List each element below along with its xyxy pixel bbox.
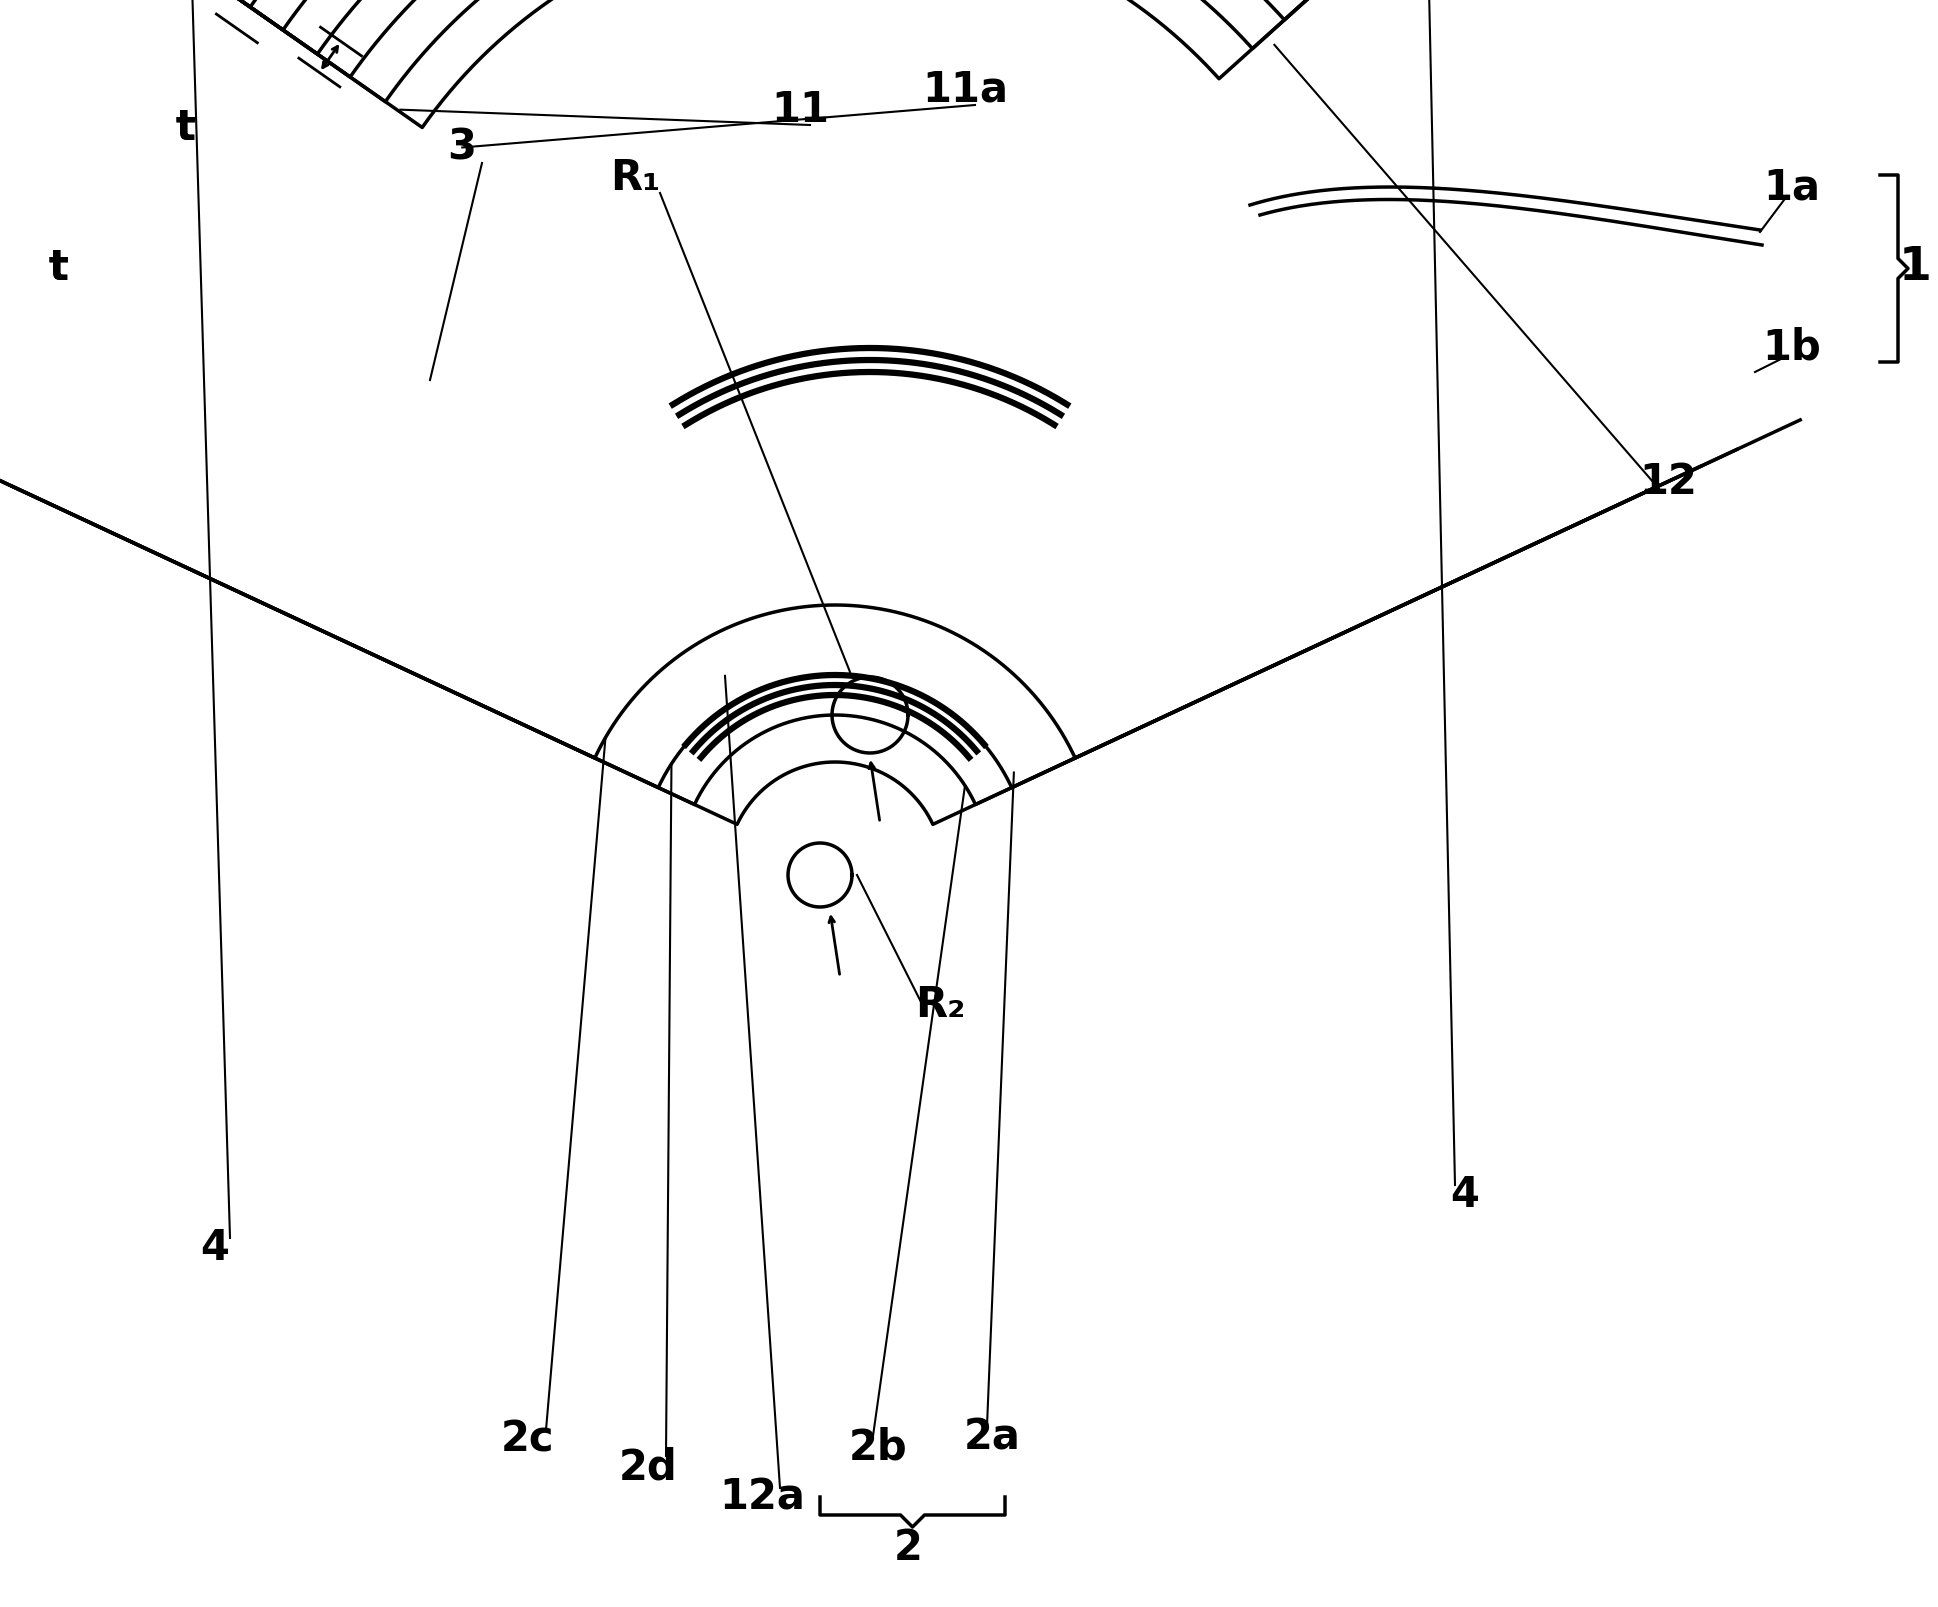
Text: 1: 1 [1899, 246, 1932, 291]
Text: R₁: R₁ [610, 157, 661, 199]
Text: 2c: 2c [502, 1419, 554, 1461]
Text: t: t [174, 108, 196, 149]
Text: 12: 12 [1640, 461, 1698, 503]
Text: 2a: 2a [963, 1417, 1021, 1459]
Text: 12a: 12a [719, 1477, 804, 1519]
Text: 11a: 11a [922, 69, 1008, 111]
Text: 4: 4 [200, 1228, 229, 1270]
Text: 1b: 1b [1762, 326, 1822, 370]
Text: 2: 2 [893, 1527, 922, 1568]
Text: 4: 4 [1450, 1175, 1479, 1216]
Text: 3: 3 [448, 127, 477, 169]
Text: t: t [48, 247, 68, 289]
Text: 2b: 2b [849, 1427, 907, 1469]
Polygon shape [0, 0, 1938, 6]
Text: 2d: 2d [618, 1446, 678, 1490]
Text: 1a: 1a [1764, 167, 1820, 209]
Text: 11: 11 [771, 88, 829, 132]
Text: t: t [48, 247, 68, 289]
Text: t: t [174, 108, 196, 149]
Polygon shape [0, 419, 1800, 787]
Text: R₂: R₂ [915, 983, 965, 1025]
